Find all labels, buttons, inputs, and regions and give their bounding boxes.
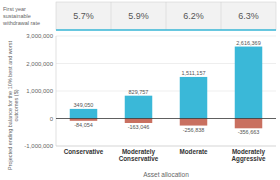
bar <box>125 119 153 123</box>
y-axis-label-line: Projected ending balance for the 10% bes… <box>6 41 12 170</box>
chart: 5.7% 5.9% 6.2% 6.3% First yearsustainablewit… <box>0 0 280 180</box>
y-axis-label-line: outcomes ($) <box>13 89 19 121</box>
grid-line <box>56 146 276 147</box>
data-label: 349,050 <box>74 102 94 108</box>
data-label: -256,838 <box>183 127 205 133</box>
x-tick-line: Conservative <box>119 155 159 162</box>
bar <box>125 96 153 119</box>
grid-line <box>56 118 276 119</box>
x-tick-label: Moderate <box>180 148 208 155</box>
header-background <box>56 2 276 30</box>
zero-line <box>56 118 276 119</box>
rate-label: 6.3% <box>238 11 259 21</box>
data-label: 1,511,157 <box>181 70 205 76</box>
y-tick-label: 1,000,000 <box>26 88 53 94</box>
data-label: -84,054 <box>74 122 93 128</box>
y-tick-label: 0 <box>50 116 54 122</box>
title-line: withdrawal rate <box>2 20 40 26</box>
bar <box>70 109 98 119</box>
rate-label: 5.9% <box>128 11 149 21</box>
data-label: -163,046 <box>128 124 150 130</box>
y-axis: -1,000,000 0 1,000,000 2,000,000 3,000,000 <box>24 33 56 149</box>
x-tick-label: ModeratelyAggressive <box>232 148 266 163</box>
x-axis-line <box>56 146 276 147</box>
x-tick-label: Conservative <box>64 148 104 155</box>
rate-label: 5.7% <box>73 11 94 21</box>
bar <box>180 77 208 119</box>
header-divider <box>166 2 167 30</box>
data-label: -356,663 <box>238 129 260 135</box>
rate-label: 6.2% <box>183 11 204 21</box>
bar <box>180 119 208 126</box>
bar <box>235 47 263 119</box>
x-axis: ConservativeModeratelyConservativeModera… <box>64 148 266 163</box>
data-labels: 349,050 829,757 1,511,157 2,616,369 -84,054 -… <box>74 40 261 136</box>
title: First yearsustainablewithdrawal rate <box>2 6 40 26</box>
data-label: 2,616,369 <box>236 40 260 46</box>
x-axis-label: Asset allocation <box>143 171 189 178</box>
grid <box>56 36 276 146</box>
grid-line <box>56 36 276 37</box>
bars <box>70 47 263 129</box>
x-tick-line: Moderate <box>180 148 208 155</box>
header-divider <box>111 2 112 30</box>
y-axis-line <box>56 36 57 146</box>
title-line: sustainable <box>3 13 31 19</box>
y-tick-label: 2,000,000 <box>26 61 53 67</box>
header-rule <box>56 29 276 31</box>
x-tick-label: ModeratelyConservative <box>119 148 159 162</box>
header-divider <box>221 2 222 30</box>
y-axis-label-group: Projected ending balance for the 10% bes… <box>6 41 19 170</box>
y-tick-label: -1,000,000 <box>24 143 53 149</box>
bar <box>235 119 263 129</box>
title-line: First year <box>3 6 26 12</box>
y-tick-label: 3,000,000 <box>26 33 53 39</box>
x-tick-line: Aggressive <box>232 155 266 163</box>
x-tick-line: Conservative <box>64 148 104 155</box>
data-label: 829,757 <box>129 89 149 95</box>
header: 5.7% 5.9% 6.2% 6.3% <box>56 2 276 30</box>
y-axis-label: Projected ending balance for the 10% bes… <box>6 41 19 170</box>
